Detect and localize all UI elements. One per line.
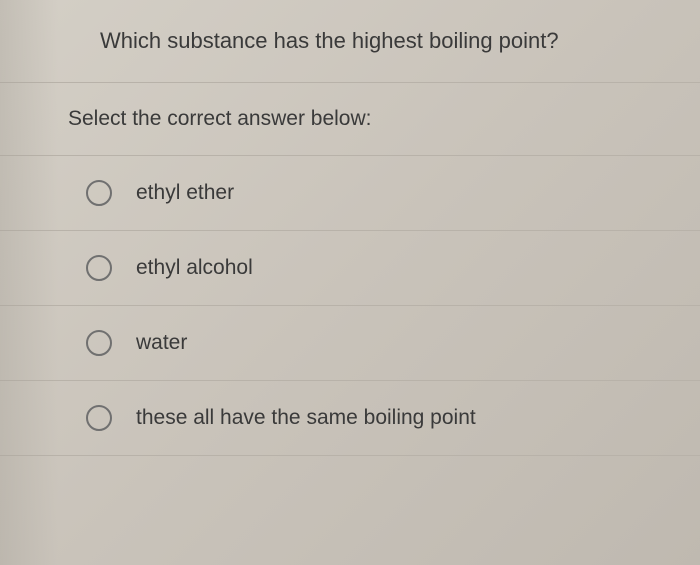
radio-icon[interactable] <box>86 180 112 206</box>
question-text: Which substance has the highest boiling … <box>100 28 559 53</box>
option-label: water <box>136 331 187 355</box>
quiz-container: Which substance has the highest boiling … <box>0 0 700 565</box>
option-label: these all have the same boiling point <box>136 406 476 430</box>
instruction-text: Select the correct answer below: <box>68 107 371 130</box>
radio-icon[interactable] <box>86 255 112 281</box>
option-label: ethyl ether <box>136 181 234 205</box>
radio-icon[interactable] <box>86 405 112 431</box>
instruction-row: Select the correct answer below: <box>0 83 700 156</box>
option-row-0[interactable]: ethyl ether <box>0 156 700 231</box>
option-row-1[interactable]: ethyl alcohol <box>0 231 700 306</box>
option-row-2[interactable]: water <box>0 306 700 381</box>
question-header: Which substance has the highest boiling … <box>0 0 700 83</box>
radio-icon[interactable] <box>86 330 112 356</box>
option-label: ethyl alcohol <box>136 256 253 280</box>
option-row-3[interactable]: these all have the same boiling point <box>0 381 700 456</box>
